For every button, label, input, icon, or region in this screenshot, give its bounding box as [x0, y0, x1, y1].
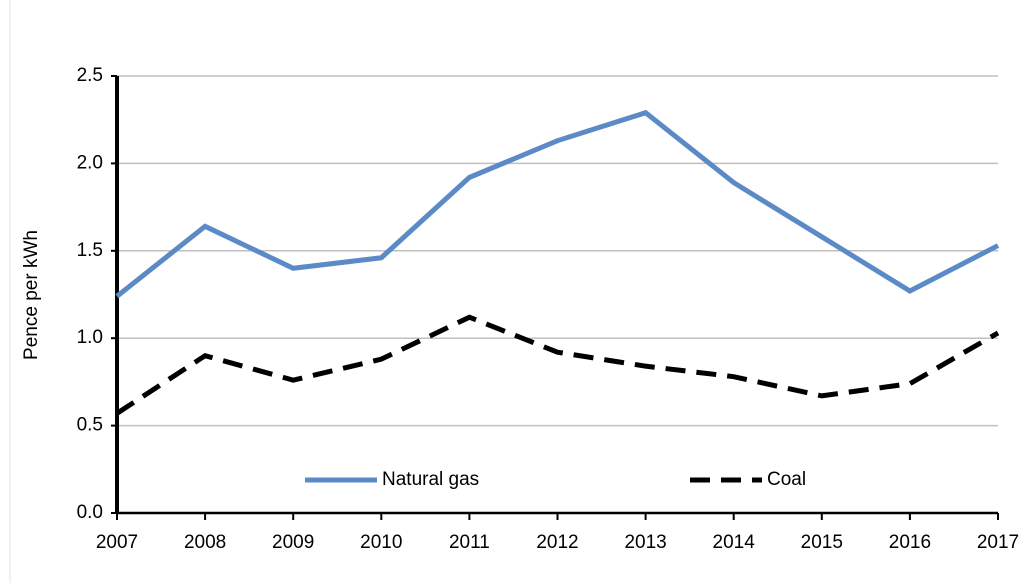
- y-tick-label: 0.5: [77, 415, 103, 436]
- y-tick-label: 1.0: [77, 327, 103, 348]
- legend-label: Natural gas: [382, 469, 479, 490]
- x-tick-label: 2009: [272, 532, 314, 553]
- x-tick-label: 2016: [889, 532, 931, 553]
- x-tick-label: 2013: [624, 532, 666, 553]
- x-tick-label: 2017: [977, 532, 1019, 553]
- legend-label: Coal: [767, 469, 806, 490]
- x-tick-label: 2011: [449, 532, 490, 553]
- x-tick-label: 2007: [96, 532, 138, 553]
- x-tick-label: 2008: [184, 532, 226, 553]
- y-axis-label: Pence per kWh: [21, 230, 42, 360]
- data-line: [115, 314, 1000, 416]
- y-tick-label: 2.0: [77, 152, 103, 173]
- y-tick-label: 1.5: [77, 240, 103, 261]
- x-tick-label: 2014: [713, 532, 756, 553]
- x-tick-label: 2010: [360, 532, 402, 553]
- y-tick-label: 0.0: [77, 502, 103, 523]
- x-tick-label: 2012: [536, 532, 578, 553]
- x-tick-label: 2015: [801, 532, 843, 553]
- y-tick-label: 2.5: [77, 65, 103, 86]
- data-line: [115, 109, 1000, 299]
